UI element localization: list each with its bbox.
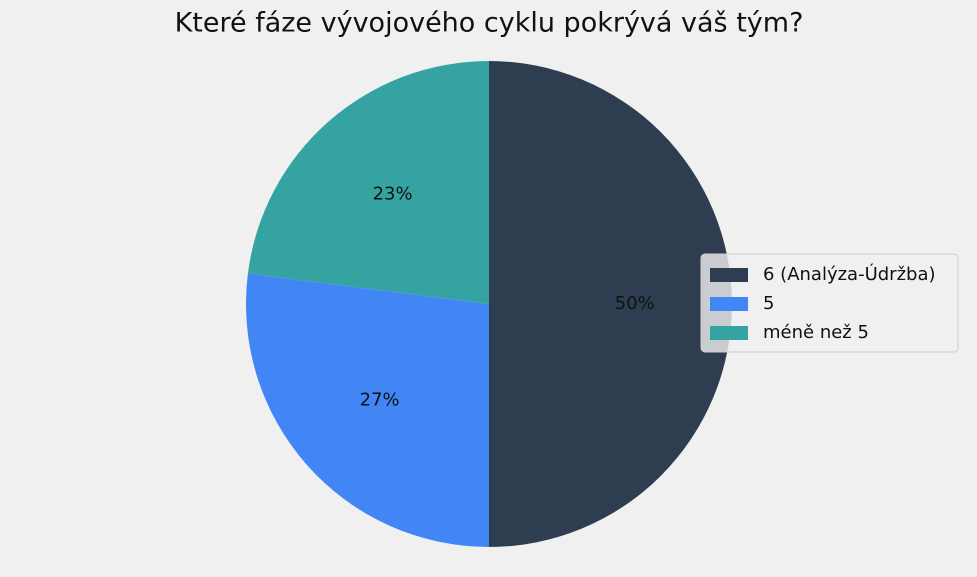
data-label: 50% (615, 293, 655, 314)
legend-swatch (710, 297, 748, 311)
chart-title: Které fáze vývojového cyklu pokrývá váš … (175, 8, 804, 39)
legend-box (700, 253, 959, 353)
pie-slice (489, 61, 732, 547)
pie-slice (246, 273, 489, 547)
legend-label: 5 (763, 293, 774, 314)
data-label: 23% (373, 184, 413, 205)
legend-swatch (710, 326, 748, 340)
legend-label: méně než 5 (763, 322, 869, 343)
legend-label: 6 (Analýza-Údržba) (763, 263, 936, 285)
legend-swatch (710, 268, 748, 282)
data-label: 27% (360, 389, 400, 410)
pie-slice (247, 61, 489, 304)
